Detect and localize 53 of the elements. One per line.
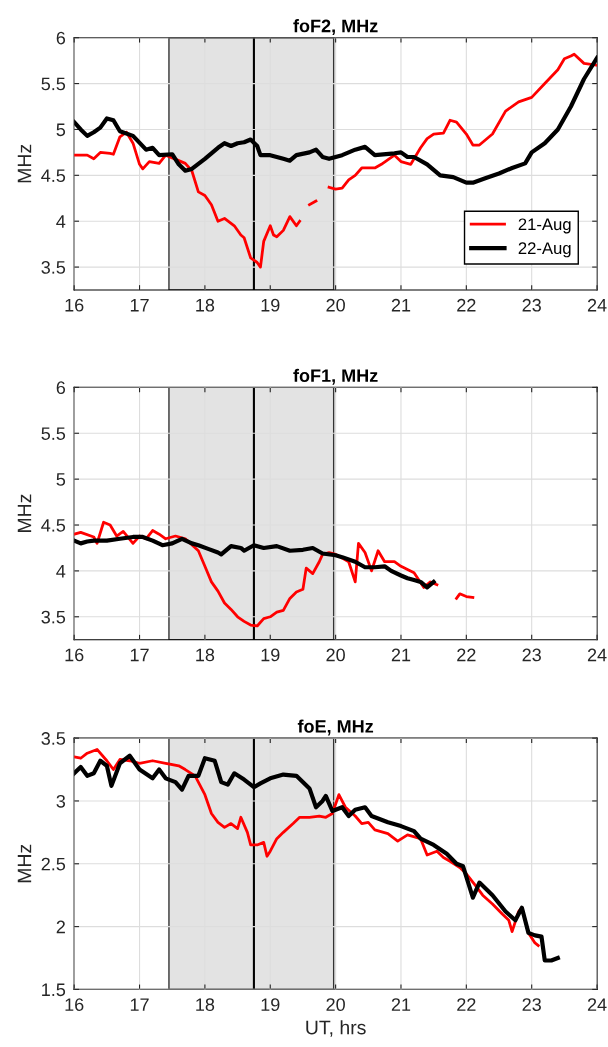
y-tick-label: 1.5 — [42, 983, 66, 997]
x-tick-label: 19 — [261, 998, 280, 1012]
x-tick-label: 16 — [65, 298, 84, 312]
y-tick-label: 2 — [56, 920, 65, 934]
x-tick-label: 23 — [522, 998, 541, 1012]
y-tick-label: 4.5 — [41, 519, 66, 532]
y-tick-label: 3.5 — [41, 732, 66, 745]
y-tick-label: 3.5 — [41, 610, 66, 624]
y-axis-title: MHz — [17, 844, 32, 883]
y-tick-label: 6 — [56, 31, 66, 45]
x-tick-label: 20 — [326, 998, 345, 1012]
x-tick-label: 23 — [522, 648, 541, 662]
y-axis-title: MHz — [17, 144, 32, 183]
x-tick-label: 21 — [391, 648, 411, 662]
x-tick-label: 20 — [326, 298, 345, 312]
legend-label: 21-Aug — [518, 218, 571, 234]
y-tick-label: 3.5 — [41, 261, 66, 274]
x-tick-label: 18 — [196, 998, 215, 1012]
x-tick-label: 23 — [522, 298, 541, 312]
y-axis-title: MHz — [17, 494, 32, 532]
y-tick-label: 5.5 — [41, 77, 66, 91]
y-tick-label: 4 — [56, 565, 66, 578]
y-tick-label: 6 — [56, 381, 66, 395]
x-axis-title: UT, hrs — [306, 1020, 366, 1037]
x-tick-label: 18 — [196, 648, 215, 662]
x-tick-label: 17 — [130, 998, 149, 1011]
x-tick-label: 22 — [457, 998, 476, 1011]
y-tick-label: 2.5 — [41, 857, 66, 871]
x-tick-label: 22 — [457, 648, 476, 662]
x-tick-label: 20 — [326, 648, 345, 662]
y-tick-label: 4 — [56, 215, 66, 228]
y-tick-label: 4.5 — [41, 169, 66, 183]
legend-label: 22-Aug — [518, 242, 571, 258]
y-tick-label: 5 — [56, 123, 66, 137]
y-tick-label: 5.5 — [41, 427, 66, 440]
x-tick-label: 17 — [130, 648, 149, 662]
x-tick-label: 16 — [65, 648, 84, 662]
chart-title: foF2, MHz — [293, 19, 378, 35]
chart-title: foF1, MHz — [293, 368, 378, 385]
x-tick-label: 24 — [587, 648, 607, 662]
x-tick-label: 19 — [261, 298, 280, 312]
x-tick-label: 17 — [130, 299, 149, 312]
x-tick-label: 19 — [261, 648, 280, 662]
y-tick-label: 5 — [56, 473, 66, 486]
x-tick-label: 21 — [391, 298, 411, 312]
y-tick-label: 3 — [56, 794, 66, 808]
x-tick-label: 21 — [391, 998, 411, 1011]
x-tick-label: 18 — [196, 298, 215, 312]
x-tick-label: 22 — [457, 298, 476, 312]
chart-title: foE, MHz — [297, 719, 374, 736]
x-tick-label: 16 — [65, 998, 84, 1012]
x-tick-label: 24 — [587, 298, 607, 312]
x-tick-label: 24 — [587, 998, 607, 1011]
